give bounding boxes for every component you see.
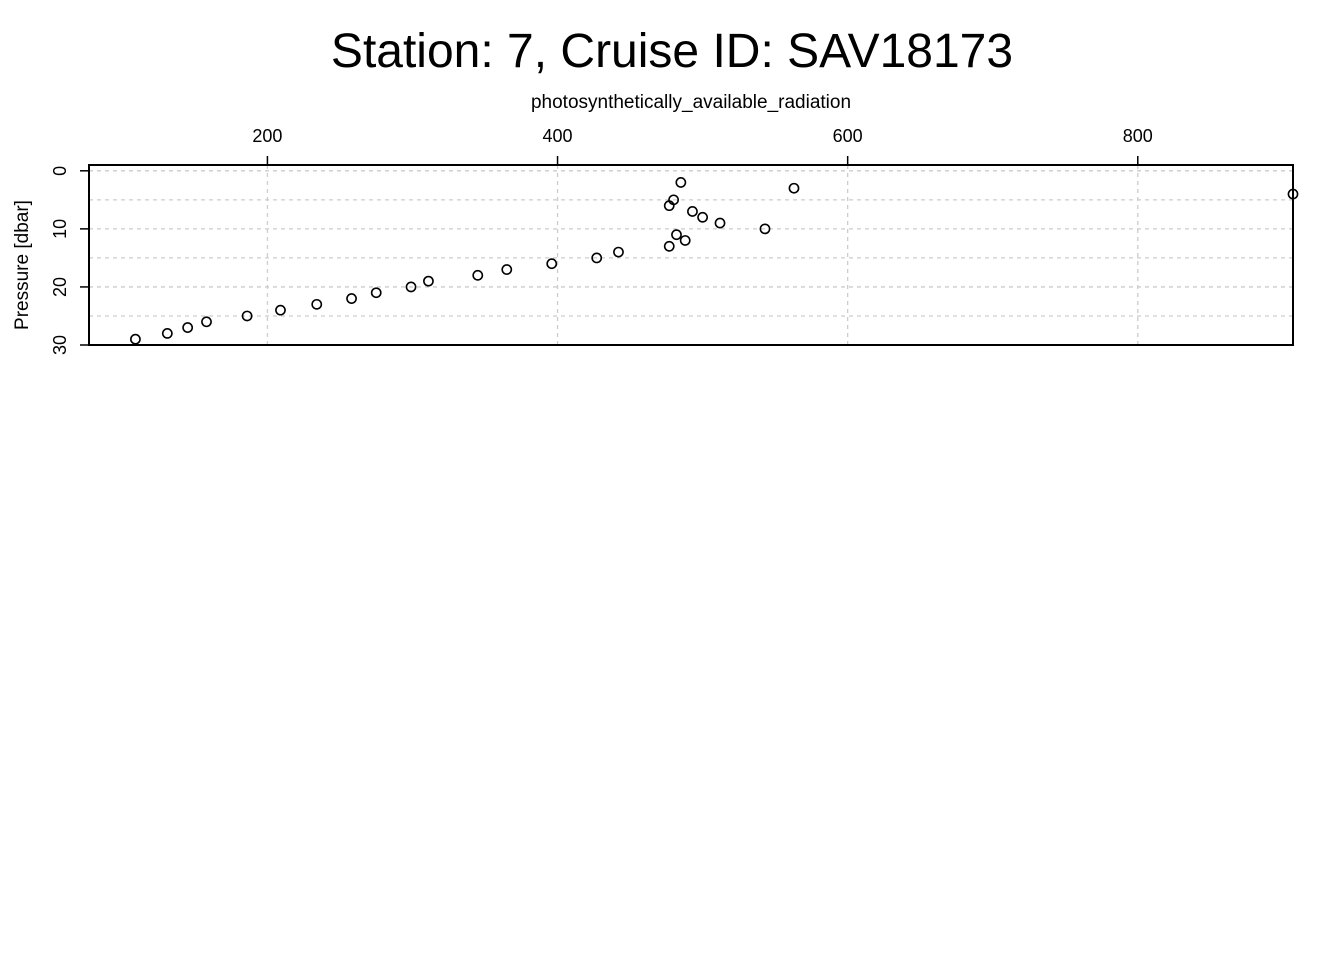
grid-layer [89,165,1293,346]
data-point [671,229,682,241]
data-point [663,240,675,252]
data-point [501,264,513,275]
data-point [275,304,286,316]
y-tick-label: 20 [50,277,70,297]
data-point [687,206,698,217]
x-tick-label: 800 [1123,126,1153,146]
data-point [130,333,141,345]
data-point [423,275,434,287]
x-axis: 200 400 600 800 [252,126,1153,165]
data-point [697,211,709,223]
data-point [370,287,382,299]
data-point [675,177,687,188]
x-tick-label: 400 [543,126,573,146]
data-point [161,327,173,339]
data-point [472,269,484,281]
chart-title: Station: 7, Cruise ID: SAV18173 [330,25,1014,78]
data-point [1287,188,1299,200]
data-point [311,298,323,310]
plot-frame [88,164,1294,346]
data-point [405,281,417,293]
data-point [714,217,726,229]
y-axis-label: Pressure [dbar] [12,200,33,330]
x-axis-label: photosynthetically_available_radiation [531,92,851,113]
data-point [201,316,212,328]
data-point [546,258,558,270]
y-tick-label: 30 [50,335,70,355]
y-tick-label: 10 [50,219,70,239]
data-point [788,182,800,194]
data-point [591,252,603,264]
y-tick-label: 0 [50,166,70,176]
data-point [759,223,771,235]
data-point [182,322,194,333]
data-point [679,235,691,246]
points-layer [130,177,1299,345]
x-tick-label: 200 [252,126,282,146]
data-point [663,200,675,212]
data-point [241,310,253,322]
x-tick-label: 600 [833,126,863,146]
data-point [346,293,357,304]
y-axis: 0 10 20 30 [50,166,89,355]
data-point [613,246,624,258]
